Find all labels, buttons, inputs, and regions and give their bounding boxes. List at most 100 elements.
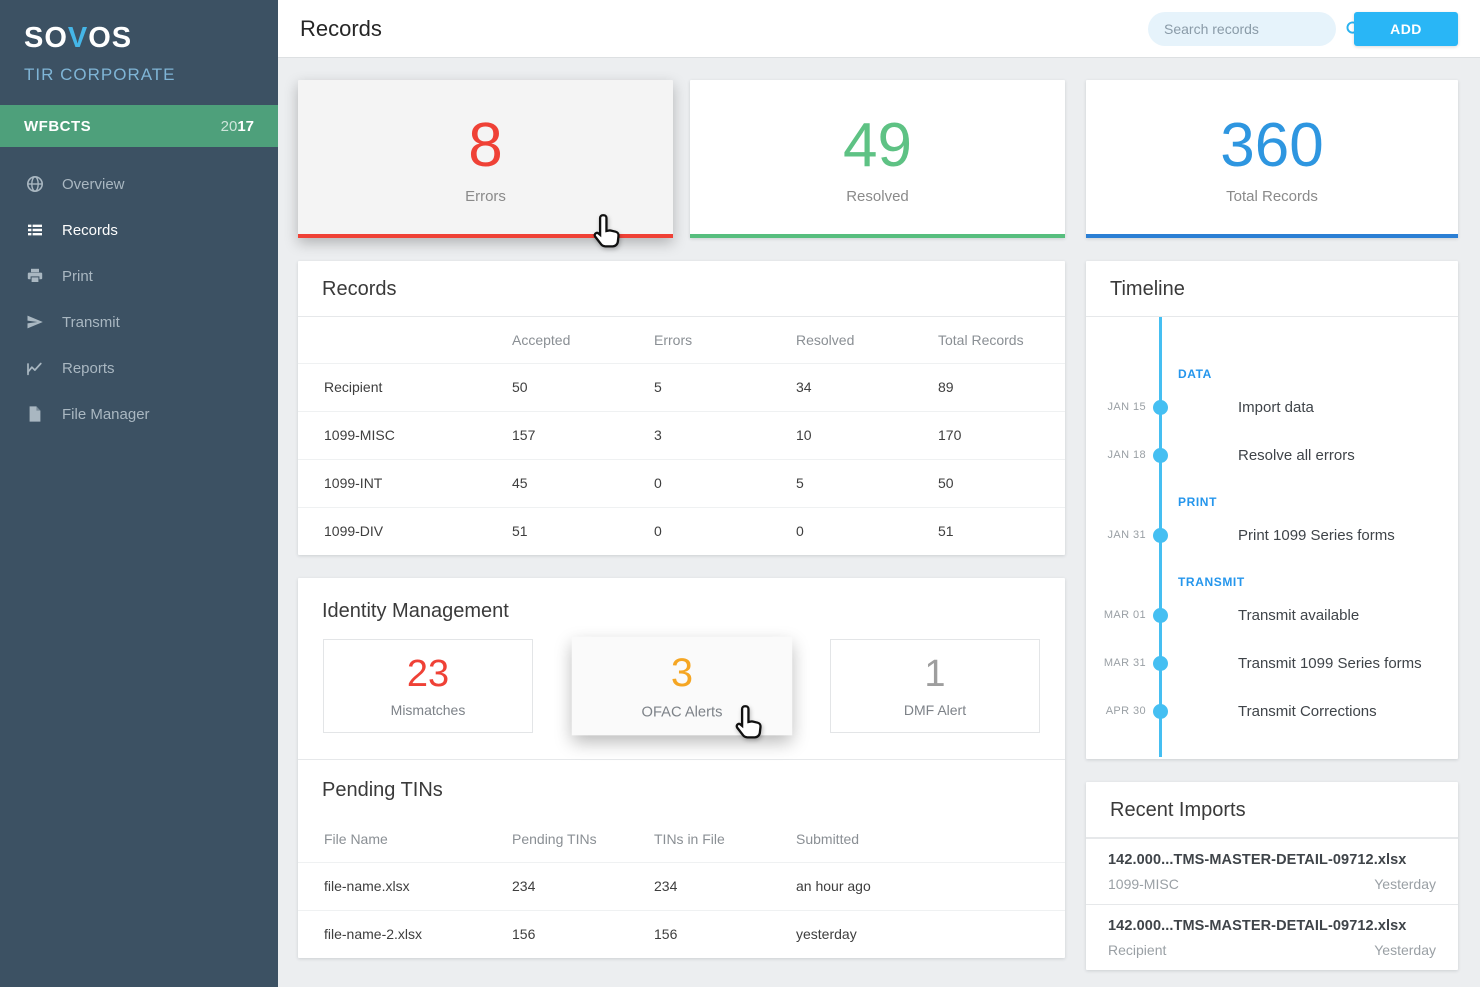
timeline-card: Timeline DATA JAN 15 Import data JAN 18 xyxy=(1086,261,1458,759)
context-name: WFBCTS xyxy=(24,117,92,135)
identity-management-card: Identity Management 23 Mismatches 3 OFAC… xyxy=(298,578,1065,958)
logo-v-accent: V xyxy=(67,22,89,54)
recent-imports-card: Recent Imports 142.000...TMS-MASTER-DETA… xyxy=(1086,782,1458,970)
add-button[interactable]: ADD xyxy=(1354,11,1458,46)
identity-title: Identity Management xyxy=(322,600,509,622)
event-date: JAN 18 xyxy=(1107,449,1146,461)
sidebar-item-transmit[interactable]: Transmit xyxy=(0,299,278,345)
timeline-group-print: PRINT xyxy=(1178,495,1217,509)
search-box[interactable] xyxy=(1148,11,1363,46)
globe-icon xyxy=(26,175,44,193)
total-accent-bar xyxy=(1086,234,1458,238)
errors-count: 8 xyxy=(468,110,503,180)
recent-imports-title: Recent Imports xyxy=(1086,782,1458,838)
send-icon xyxy=(26,313,44,331)
import-type: Recipient xyxy=(1108,942,1167,958)
dmf-alert-card[interactable]: 1 DMF Alert xyxy=(830,639,1040,733)
chart-icon xyxy=(26,359,44,377)
mismatches-card[interactable]: 23 Mismatches xyxy=(323,639,533,733)
records-card-title: Records xyxy=(298,261,1065,317)
stat-card-total-records[interactable]: 360 Total Records xyxy=(1086,80,1458,238)
timeline-body: DATA JAN 15 Import data JAN 18 Resolve a… xyxy=(1086,317,1458,757)
divider xyxy=(298,759,1065,760)
page-title: Records xyxy=(300,15,382,41)
event-text: Transmit available xyxy=(1238,606,1360,624)
event-date: APR 30 xyxy=(1105,705,1146,717)
table-row[interactable]: Recipient 50 5 34 89 xyxy=(298,362,1065,411)
timeline-dot xyxy=(1153,527,1168,543)
col-submitted: Submitted xyxy=(796,830,860,847)
identity-stats-row: 23 Mismatches 3 OFAC Alerts 1 DMF Alert xyxy=(298,627,1065,759)
list-icon xyxy=(26,221,44,239)
stat-card-errors[interactable]: 8 Errors xyxy=(298,80,673,238)
timeline-event: APR 30 Transmit Corrections xyxy=(1086,687,1458,735)
import-file-name: 142.000...TMS-MASTER-DETAIL-09712.xlsx xyxy=(1108,852,1407,868)
context-year: 2017 xyxy=(220,117,254,135)
sidebar-item-reports[interactable]: Reports xyxy=(0,345,278,391)
import-type: 1099-MISC xyxy=(1108,876,1179,892)
table-row[interactable]: file-name.xlsx 234 234 an hour ago xyxy=(298,861,1065,910)
brand-block: SOVOS TIR CORPORATE xyxy=(0,0,278,105)
ofac-label: OFAC Alerts xyxy=(641,702,722,720)
ofac-count: 3 xyxy=(670,650,693,695)
records-summary-card: Records Accepted Errors Resolved Total R… xyxy=(298,261,1065,555)
sidebar-item-overview[interactable]: Overview xyxy=(0,161,278,207)
records-table: Accepted Errors Resolved Total Records R… xyxy=(298,317,1065,555)
event-text: Transmit Corrections xyxy=(1238,702,1377,720)
total-records-label: Total Records xyxy=(1226,188,1318,206)
dmf-count: 1 xyxy=(924,652,946,695)
product-name: TIR CORPORATE xyxy=(24,65,176,84)
stat-card-resolved[interactable]: 49 Resolved xyxy=(690,80,1065,238)
sidebar: SOVOS TIR CORPORATE WFBCTS 2017 Overview… xyxy=(0,0,278,987)
col-resolved: Resolved xyxy=(796,331,855,348)
timeline-dot xyxy=(1153,447,1168,463)
table-row[interactable]: 1099-INT 45 0 5 50 xyxy=(298,458,1065,507)
timeline-event: MAR 31 Transmit 1099 Series forms xyxy=(1086,639,1458,687)
timeline-dot xyxy=(1153,703,1168,719)
event-date: JAN 15 xyxy=(1107,401,1146,413)
col-total: Total Records xyxy=(938,331,1024,348)
sidebar-item-label: Overview xyxy=(62,175,125,193)
import-time: Yesterday xyxy=(1374,876,1436,892)
timeline-title: Timeline xyxy=(1086,261,1458,317)
sidebar-item-label: File Manager xyxy=(62,405,150,423)
list-item[interactable]: 142.000...TMS-MASTER-DETAIL-09712.xlsx R… xyxy=(1086,904,1458,970)
table-row[interactable]: 1099-DIV 51 0 0 51 xyxy=(298,506,1065,555)
dashboard-content: 8 Errors 49 Resolved Records xyxy=(278,58,1480,987)
sidebar-item-label: Records xyxy=(62,221,118,239)
timeline-group-data: DATA xyxy=(1178,367,1212,381)
list-item[interactable]: 142.000...TMS-MASTER-DETAIL-09712.xlsx 1… xyxy=(1086,838,1458,904)
hand-cursor-errors xyxy=(588,212,626,261)
sidebar-item-records[interactable]: Records xyxy=(0,207,278,253)
table-row[interactable]: file-name-2.xlsx 156 156 yesterday xyxy=(298,909,1065,958)
table-row[interactable]: 1099-MISC 157 3 10 170 xyxy=(298,410,1065,459)
hand-cursor-ofac xyxy=(730,703,768,752)
import-file-name: 142.000...TMS-MASTER-DETAIL-09712.xlsx xyxy=(1108,918,1407,934)
resolved-count: 49 xyxy=(843,110,912,180)
stats-row: 8 Errors 49 Resolved xyxy=(298,80,1065,238)
context-selector[interactable]: WFBCTS 2017 xyxy=(0,105,278,147)
timeline-dot xyxy=(1153,399,1168,415)
col-file-name: File Name xyxy=(324,830,388,847)
event-text: Resolve all errors xyxy=(1238,446,1355,464)
event-text: Transmit 1099 Series forms xyxy=(1238,654,1422,672)
total-records-count: 360 xyxy=(1220,110,1324,180)
search-input[interactable] xyxy=(1164,20,1345,37)
errors-accent-bar xyxy=(298,234,673,238)
timeline-event: MAR 01 Transmit available xyxy=(1086,591,1458,639)
sidebar-item-file-manager[interactable]: File Manager xyxy=(0,391,278,437)
sidebar-item-print[interactable]: Print xyxy=(0,253,278,299)
top-bar: Records ADD xyxy=(278,0,1480,58)
timeline-group-transmit: TRANSMIT xyxy=(1178,575,1245,589)
sidebar-item-label: Transmit xyxy=(62,313,120,331)
pending-tins-title: Pending TINs xyxy=(322,779,443,801)
resolved-label: Resolved xyxy=(846,188,909,206)
timeline-dot xyxy=(1153,607,1168,623)
sidebar-menu: Overview Records Print Transmit xyxy=(0,147,278,451)
timeline-event: JAN 31 Print 1099 Series forms xyxy=(1086,511,1458,559)
col-errors: Errors xyxy=(654,331,693,348)
ofac-alerts-card[interactable]: 3 OFAC Alerts xyxy=(571,636,792,736)
event-text: Print 1099 Series forms xyxy=(1238,526,1395,544)
dmf-label: DMF Alert xyxy=(903,701,967,718)
sidebar-item-label: Print xyxy=(62,267,93,285)
